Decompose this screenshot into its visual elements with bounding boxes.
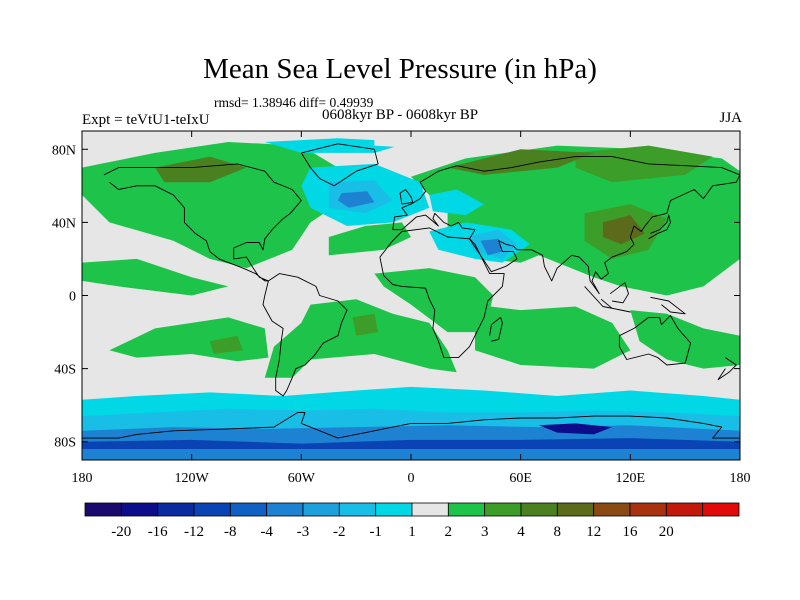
colorbar-label: -4	[260, 524, 273, 540]
colorbar-label: 8	[554, 524, 562, 540]
colorbar-label: 1	[408, 524, 416, 540]
colorbar-box	[484, 502, 522, 517]
x-axis-ticks: 180 120W 60W 0 60E 120E 180	[72, 131, 751, 486]
colorbar-box	[593, 502, 631, 517]
x-tick-label: 180	[730, 471, 751, 486]
europe-cyan	[429, 189, 485, 216]
colorbar-box	[229, 502, 268, 517]
colorbar-box	[556, 502, 595, 517]
coast-greenland	[300, 143, 379, 187]
y-axis-ticks: 80N 40N 0 40S 80S	[52, 143, 740, 451]
coast-australia	[618, 315, 692, 366]
x-tick-label: 0	[408, 471, 415, 486]
colorbar-box	[302, 502, 340, 517]
colorbar-box	[266, 502, 304, 517]
africa-green	[374, 268, 494, 333]
map-plot-area	[81, 130, 741, 461]
south-atlantic-green	[264, 299, 457, 378]
coast-new-zealand	[717, 357, 737, 381]
colorbar-label: 12	[586, 524, 601, 540]
y-tick-label: 40N	[52, 216, 76, 231]
colorbar-box	[157, 502, 195, 517]
colorbar-box	[702, 502, 740, 517]
australia-pacific-green	[630, 310, 740, 369]
x-tick-label: 60E	[509, 471, 532, 486]
coast-borneo	[609, 282, 629, 304]
colorbar-label: -2	[333, 524, 346, 540]
coast-britain	[399, 189, 414, 205]
colorbar-box	[665, 502, 704, 517]
colorbar-box	[120, 502, 159, 517]
map-title: Mean Sea Level Pressure (in hPa)	[203, 53, 597, 85]
coast-antarctica	[82, 412, 740, 439]
rmsd-diff-stats: rmsd= 1.38946 diff= 0.49939	[214, 95, 374, 110]
siberia-dark-green	[575, 145, 713, 183]
coast-north-america	[103, 163, 302, 282]
colorbar-label: -8	[224, 524, 237, 540]
x-tick-label: 120W	[175, 471, 210, 486]
y-tick-label: 40S	[54, 363, 76, 378]
y-tick-label: 80S	[54, 436, 76, 451]
coast-indonesia	[584, 286, 631, 313]
coast-japan	[648, 214, 671, 240]
colorbar-label: -20	[111, 524, 131, 540]
colorbar-box	[411, 502, 449, 517]
y-tick-label: 80N	[52, 143, 76, 158]
north-atlantic-green	[328, 222, 411, 256]
x-tick-label: 120E	[616, 471, 646, 486]
north-atlantic-core	[337, 191, 375, 208]
coast-africa	[379, 227, 505, 359]
season-label: JJA	[719, 110, 742, 126]
south-pacific-dark-patch	[209, 335, 243, 354]
colorbar-label: 3	[481, 524, 489, 540]
period-label: 0608kyr BP - 0608kyr BP	[322, 107, 479, 123]
coast-madagascar	[489, 316, 503, 342]
colorbar-label: -16	[148, 524, 168, 540]
antarctic-coast-patch	[538, 423, 613, 435]
colorbar-label: -12	[184, 524, 204, 540]
coast-eurasia	[392, 156, 741, 295]
colorbar-box	[375, 502, 413, 517]
colorbar-label: -3	[297, 524, 310, 540]
arabia-core	[480, 238, 503, 256]
coast-south-america	[262, 273, 348, 397]
colorbar-label: 2	[445, 524, 453, 540]
south-atlantic-dark-patch	[352, 313, 379, 336]
y-tick-label: 0	[69, 290, 76, 305]
experiment-label: Expt = teVtU1-teIxU	[82, 112, 210, 128]
colorbar-box	[84, 502, 122, 517]
colorbar-label: 20	[659, 524, 674, 540]
indian-ocean-green	[475, 304, 631, 369]
east-asia-olive	[602, 215, 645, 245]
colorbar-box	[520, 502, 558, 517]
north-america-olive	[155, 156, 247, 183]
colorbar-box	[193, 502, 231, 517]
colorbar-label: 16	[623, 524, 639, 540]
x-tick-label: 60W	[288, 471, 316, 486]
colorbar-box	[629, 502, 667, 517]
colorbar-label: -1	[369, 524, 382, 540]
colorbar: -20 -16 -12 -8 -4 -3 -2 -1 1 2 3 4 8 12 16 20	[84, 502, 740, 540]
coast-new-guinea	[650, 296, 686, 315]
x-tick-label: 180	[72, 471, 93, 486]
arctic-gray	[374, 134, 485, 150]
coastlines	[82, 143, 741, 439]
north-america-green	[82, 142, 338, 269]
colorbar-box	[338, 502, 377, 517]
arctic-olive	[447, 149, 594, 175]
east-pacific-green	[82, 258, 229, 296]
colorbar-label: 4	[517, 524, 525, 540]
antarctic-deep-blue-belt	[82, 438, 740, 449]
colorbar-box	[447, 502, 486, 517]
